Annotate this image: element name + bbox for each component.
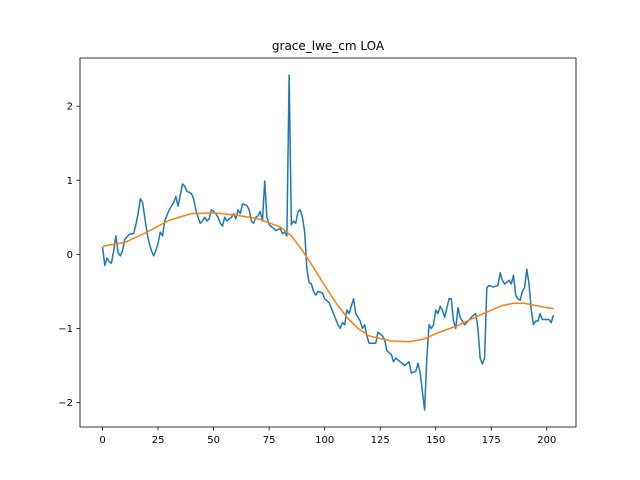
x-tick-label: 200 bbox=[537, 435, 556, 446]
x-tick-label: 125 bbox=[371, 435, 390, 446]
x-tick-label: 0 bbox=[99, 435, 105, 446]
y-tick-label: 2 bbox=[67, 102, 73, 113]
x-tick-label: 175 bbox=[482, 435, 501, 446]
data-line bbox=[101, 74, 555, 411]
y-tick-label: 1 bbox=[67, 176, 73, 187]
y-tick-label: −2 bbox=[58, 398, 73, 409]
y-tick-label: 0 bbox=[67, 250, 73, 261]
data-line bbox=[102, 212, 554, 343]
x-tick-label: 75 bbox=[263, 435, 276, 446]
x-tick-label: 25 bbox=[152, 435, 165, 446]
x-tick-label: 150 bbox=[426, 435, 445, 446]
plot-frame bbox=[79, 57, 577, 428]
y-tick-label: −1 bbox=[58, 324, 73, 335]
x-tick-label: 100 bbox=[315, 435, 334, 446]
x-tick-label: 50 bbox=[207, 435, 220, 446]
chart-title: grace_lwe_cm LOA bbox=[272, 39, 385, 53]
